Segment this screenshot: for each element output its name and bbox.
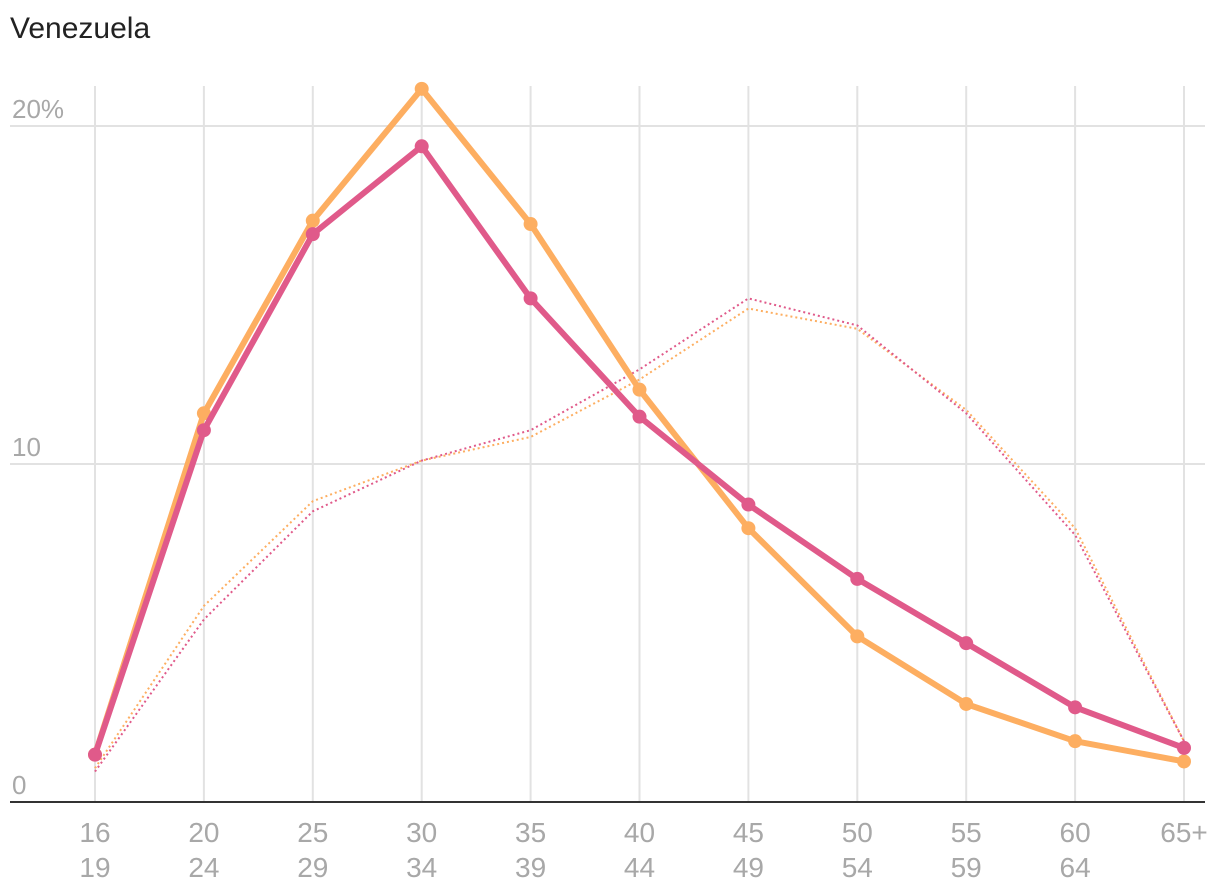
x-tick-label: 50 <box>842 817 873 848</box>
series-point <box>523 217 538 232</box>
x-tick-label: 39 <box>515 852 546 883</box>
x-tick-label: 20 <box>188 817 219 848</box>
x-tick-label: 40 <box>624 817 655 848</box>
series-point <box>414 139 429 154</box>
x-tick-label: 59 <box>951 852 982 883</box>
series-point <box>196 406 211 421</box>
series-point <box>632 409 647 424</box>
x-tick-label: 34 <box>406 852 437 883</box>
series-point <box>1068 700 1083 715</box>
x-tick-label: 65+ <box>1160 817 1208 848</box>
series-line-dotted <box>94 307 1185 769</box>
series-point <box>196 423 211 438</box>
x-tick-label: 64 <box>1060 852 1091 883</box>
series-point <box>305 213 320 228</box>
series-point <box>632 382 647 397</box>
series-point <box>1068 734 1083 749</box>
x-tick-label: 19 <box>79 852 110 883</box>
y-tick-label: 20% <box>12 94 64 124</box>
chart-title: Venezuela <box>10 12 151 45</box>
x-tick-label: 44 <box>624 852 655 883</box>
y-tick-label: 10 <box>12 432 41 462</box>
series-point <box>1177 754 1191 769</box>
series-point <box>741 497 756 512</box>
series-line-dotted <box>94 297 1185 773</box>
x-tick-label: 60 <box>1060 817 1091 848</box>
series-point <box>88 747 102 762</box>
series-point <box>305 227 320 242</box>
series-point <box>741 521 756 536</box>
series-point <box>959 696 974 711</box>
series-point <box>523 291 538 306</box>
y-tick-label: 0 <box>12 770 26 800</box>
series-point <box>1177 740 1191 755</box>
x-tick-label: 35 <box>515 817 546 848</box>
series-point <box>850 571 865 586</box>
x-tick-label: 24 <box>188 852 219 883</box>
x-tick-label: 49 <box>733 852 764 883</box>
x-tick-label: 30 <box>406 817 437 848</box>
x-tick-label: 29 <box>297 852 328 883</box>
x-tick-label: 55 <box>951 817 982 848</box>
series-point <box>414 81 429 96</box>
series-point <box>850 629 865 644</box>
x-tick-label: 25 <box>297 817 328 848</box>
x-tick-label: 45 <box>733 817 764 848</box>
series-point <box>959 636 974 651</box>
x-tick-label: 16 <box>79 817 110 848</box>
x-tick-label: 54 <box>842 852 873 883</box>
